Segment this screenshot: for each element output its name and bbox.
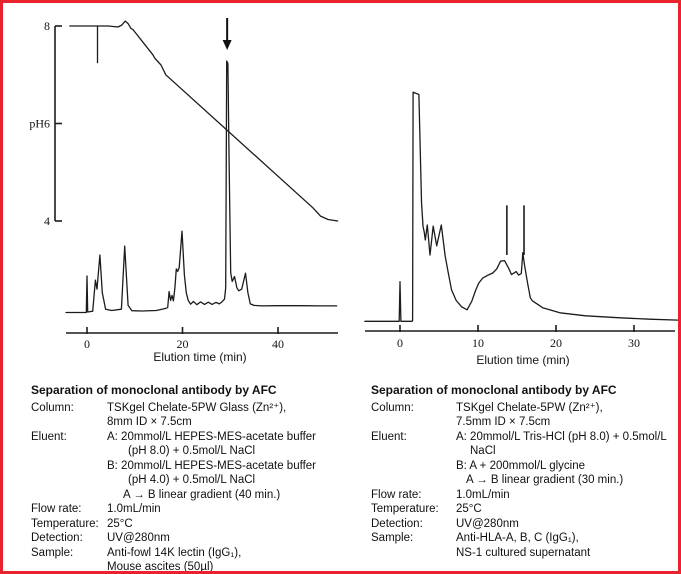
spec-value: UV@280nm xyxy=(456,517,678,532)
x-axis-title: Elution time (min) xyxy=(476,353,569,367)
spec-label: Column: xyxy=(31,401,74,414)
spec-value: A: 20mmol/L HEPES-MES-acetate buffer (pH … xyxy=(107,430,353,503)
x-tick-label: 0 xyxy=(397,336,403,350)
ph-tick-label: 8 xyxy=(44,19,50,33)
spec-label: Sample: xyxy=(31,546,74,559)
spec-value: 1.0mL/min xyxy=(456,488,678,503)
spec-row: Detection: UV@280nm xyxy=(371,517,678,532)
spec-label: Sample: xyxy=(371,532,414,544)
spec-value-line: (pH 4.0) + 0.5mol/L NaCl xyxy=(128,474,256,486)
spec-label: Eluent: xyxy=(31,430,67,443)
uv-absorbance-trace xyxy=(65,60,338,314)
x-tick-label: 20 xyxy=(550,336,562,350)
spec-value-line: 1.0mL/min xyxy=(107,503,161,515)
spec-value-line: A: 20mmol/L Tris-HCl (pH 8.0) + 0.5mol/L xyxy=(456,430,667,443)
spec-value-line: B: 20mmol/L HEPES-MES-acetate buffer xyxy=(107,459,317,472)
ph-gradient-trace xyxy=(69,20,339,222)
ph-tick-label: 4 xyxy=(44,214,50,228)
caption-right: Separation of monoclonal antibody by AFC… xyxy=(371,383,678,561)
caption-right-specs: Column: TSKgel Chelate-5PW (Zn²⁺), 7.5mm I… xyxy=(371,401,678,561)
spec-value-line: NaCl xyxy=(470,445,496,457)
spec-value-line: UV@280nm xyxy=(107,532,170,544)
spec-value-line: A → B linear gradient (40 min.) xyxy=(123,488,281,501)
spec-row: Sample: Anti-fowl 14K lectin (IgG₁), Mouse… xyxy=(31,546,353,573)
spec-value-line: 8mm ID × 7.5cm xyxy=(107,416,192,428)
spec-label: Flow rate: xyxy=(371,488,422,501)
caption-right-title: Separation of monoclonal antibody by AFC xyxy=(371,383,617,397)
spec-row: Column: TSKgel Chelate-5PW (Zn²⁺), 7.5mm I… xyxy=(371,401,678,430)
spec-value: 25°C xyxy=(456,502,678,517)
spec-label: Detection: xyxy=(371,517,423,530)
x-tick-label: 20 xyxy=(177,337,189,351)
spec-row: Column: TSKgel Chelate-5PW Glass (Zn²⁺), 8… xyxy=(31,401,353,430)
caption-left-specs: Column: TSKgel Chelate-5PW Glass (Zn²⁺), 8… xyxy=(31,401,353,573)
spec-value-line: TSKgel Chelate-5PW (Zn²⁺), xyxy=(456,401,603,414)
x-tick-label: 40 xyxy=(272,337,284,351)
spec-value-line: B: A + 200mmol/L glycine xyxy=(456,459,586,472)
caption-left-title: Separation of monoclonal antibody by AFC xyxy=(31,383,277,397)
spec-value: Anti-fowl 14K lectin (IgG₁), Mouse ascite… xyxy=(107,546,353,573)
spec-value-line: 25°C xyxy=(456,503,482,515)
caption-left: Separation of monoclonal antibody by AFC… xyxy=(31,383,353,573)
spec-value-line: NS-1 cultured supernatant xyxy=(456,546,591,559)
chromatogram-left-chart: 0 20 40 Elution time (min) 8 pH6 4 xyxy=(23,11,353,373)
spec-row: Temperature: 25°C xyxy=(371,502,678,517)
spec-row: Flow rate: 1.0mL/min xyxy=(31,502,353,517)
spec-value-line: (pH 8.0) + 0.5mol/L NaCl xyxy=(128,445,256,457)
x-axis-title: Elution time (min) xyxy=(153,350,246,364)
spec-row: Temperature: 25°C xyxy=(31,517,353,532)
x-tick-label: 0 xyxy=(84,337,90,351)
spec-value-line: Anti-fowl 14K lectin (IgG₁), xyxy=(107,546,242,559)
uv-absorbance-trace xyxy=(364,91,678,322)
spec-label: Detection: xyxy=(31,532,83,544)
x-tick-label: 30 xyxy=(628,336,640,350)
spec-value: TSKgel Chelate-5PW Glass (Zn²⁺), 8mm ID ×… xyxy=(107,401,353,430)
spec-value: TSKgel Chelate-5PW (Zn²⁺), 7.5mm ID × 7.5… xyxy=(456,401,678,430)
spec-label: Temperature: xyxy=(31,517,99,530)
spec-value-line: Anti-HLA-A, B, C (IgG₁), xyxy=(456,532,579,544)
spec-value: Anti-HLA-A, B, C (IgG₁), NS-1 cultured su… xyxy=(456,531,678,560)
ph-tick-label: pH6 xyxy=(29,117,50,131)
spec-value-line: 25°C xyxy=(107,517,133,530)
peak-arrow-icon xyxy=(222,40,232,50)
spec-value-line: Mouse ascites (50µl) xyxy=(107,561,214,573)
spec-value-line: A: 20mmol/L HEPES-MES-acetate buffer xyxy=(107,430,317,443)
chromatogram-right-chart: 0 10 20 30 Elution time (min) xyxy=(355,61,678,373)
right-plot-canvas: 0 10 20 30 Elution time (min) xyxy=(364,91,678,367)
spec-value: UV@280nm xyxy=(107,531,353,546)
spec-value-line: UV@280nm xyxy=(456,517,519,530)
spec-value-line: 1.0mL/min xyxy=(456,488,510,501)
spec-value: 25°C xyxy=(107,517,353,532)
spec-row: Eluent: A: 20mmol/L HEPES-MES-acetate buf… xyxy=(31,430,353,503)
spec-value: 1.0mL/min xyxy=(107,502,353,517)
spec-row: Detection: UV@280nm xyxy=(31,531,353,546)
spec-value-line: TSKgel Chelate-5PW Glass (Zn²⁺), xyxy=(107,401,287,414)
spec-row: Eluent: A: 20mmol/L Tris-HCl (pH 8.0) + 0… xyxy=(371,430,678,488)
spec-row: Sample: Anti-HLA-A, B, C (IgG₁), NS-1 cult… xyxy=(371,531,678,560)
spec-row: Flow rate: 1.0mL/min xyxy=(371,488,678,503)
spec-label: Temperature: xyxy=(371,503,439,515)
spec-label: Flow rate: xyxy=(31,503,82,515)
spec-label: Column: xyxy=(371,401,414,414)
spec-value-line: A → B linear gradient (30 min.) xyxy=(466,474,624,486)
left-plot-canvas: 0 20 40 Elution time (min) 8 pH6 4 xyxy=(29,18,339,364)
spec-label: Eluent: xyxy=(371,430,407,443)
spec-value: A: 20mmol/L Tris-HCl (pH 8.0) + 0.5mol/L… xyxy=(456,430,678,488)
x-tick-label: 10 xyxy=(472,336,484,350)
spec-value-line: 7.5mm ID × 7.5cm xyxy=(456,416,551,428)
